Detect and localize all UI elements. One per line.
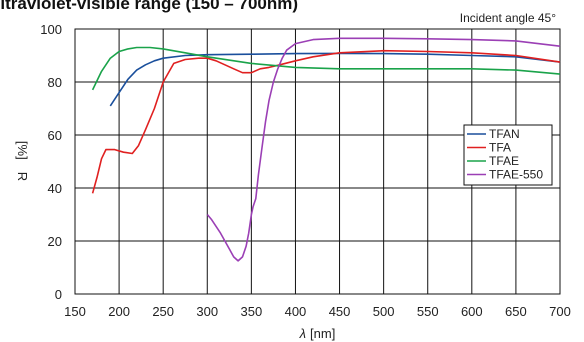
- series-line-tfae-550: [206, 37, 561, 262]
- x-tick-label: 450: [329, 304, 351, 319]
- x-tick-label: 150: [64, 304, 86, 319]
- x-tick-label: 550: [417, 304, 439, 319]
- y-tick-label: 80: [48, 75, 62, 90]
- legend-entry: TFA: [489, 141, 511, 155]
- x-tick-label: 650: [505, 304, 527, 319]
- legend-entry: TFAE: [489, 154, 519, 168]
- x-tick-label: 700: [549, 304, 571, 319]
- x-axis-unit: [nm]: [310, 326, 335, 341]
- series-line-tfae: [91, 46, 561, 91]
- x-tick-label: 400: [285, 304, 307, 319]
- y-tick-label: 60: [48, 128, 62, 143]
- y-axis-symbol: R: [15, 172, 30, 181]
- y-axis-unit: [%]: [15, 141, 30, 160]
- y-tick-label: 20: [48, 234, 62, 249]
- y-tick-label: 40: [48, 181, 62, 196]
- series-lines: [91, 37, 561, 262]
- x-axis-label: λ [nm]: [299, 326, 336, 341]
- y-axis-label: [%] R: [15, 141, 30, 181]
- grid: [75, 29, 560, 294]
- x-tick-label: 600: [461, 304, 483, 319]
- x-tick-label: 250: [152, 304, 174, 319]
- series-line-tfa: [91, 49, 561, 194]
- x-tick-label: 350: [241, 304, 263, 319]
- x-tick-label: 300: [196, 304, 218, 319]
- tick-labels: 150 200 250 300 350 400 450 500 550 600 650 700 0 20 4…: [40, 22, 571, 319]
- y-tick-label: 100: [40, 22, 62, 37]
- legend-entry: TFAN: [489, 127, 520, 141]
- incident-angle-annotation: Incident angle 45°: [460, 11, 556, 25]
- x-tick-label: 500: [373, 304, 395, 319]
- chart-title: ultraviolet-visible range (150 – 700nm): [0, 0, 299, 13]
- series-line-tfan: [109, 52, 561, 107]
- x-tick-label: 200: [108, 304, 130, 319]
- x-axis-symbol: λ: [299, 326, 306, 341]
- y-tick-label: 0: [55, 287, 62, 302]
- legend-entry: TFAE-550: [489, 168, 543, 182]
